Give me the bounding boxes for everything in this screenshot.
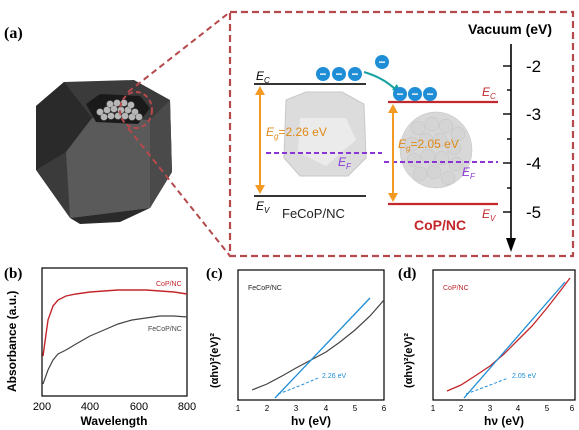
panel-c-label: (c) [206,266,223,282]
fecop-ev-label: EV [256,199,270,215]
tick-neg3: -3 [526,105,541,124]
panel-b-ylabel: Absorbance (a.u.) [5,291,19,392]
series-fecop-tauc [251,299,385,391]
svg-text:−: − [351,67,358,81]
panel-c-xtick-6: 6 [382,404,387,413]
panel-d-frame [432,269,576,401]
panel-d-xtick-2: 2 [459,404,464,413]
zoom-line-bottom [127,127,231,257]
zoom-circle [119,91,153,129]
cop-ghost-particle [399,111,473,189]
tick-neg4: -4 [526,154,541,173]
cop-ec-label: EC [482,85,496,101]
panel-b-xtick-600: 600 [130,401,148,413]
panel-c-xlabel: hν (eV) [291,414,331,428]
svg-text:−: − [396,87,403,101]
panel-d-label: (d) [398,266,416,282]
panel-d-xlabel: hν (eV) [484,414,524,428]
panel-d-xtick-3: 3 [488,404,493,413]
svg-text:−: − [378,55,385,69]
fecop-ec-label: EC [256,69,270,85]
fecop-name: FeCoP/NC [282,206,345,221]
polyhedron-illustration [36,80,172,224]
fecop-ef-label: EF [338,155,352,171]
panel-b-frame [41,267,188,397]
svg-text:−: − [335,67,342,81]
electron-transfer: − [363,55,400,92]
panel-a-label: (a) [4,25,23,42]
panel-c-frame [237,269,385,401]
cop-eg-label: Eg=2.05 eV [398,137,459,153]
series-cop-absorbance [42,289,188,357]
panel-b-xlabel: Wavelength [81,414,148,428]
panel-b-xtick-400: 400 [81,401,99,413]
tick-neg2: -2 [526,57,541,76]
cop-gap-annotation: 2.05 eV [512,373,536,380]
fecop-ghost-polyhedron [283,91,367,177]
panel-c-xtick-4: 4 [324,404,329,413]
panel-d-xtick-5: 5 [545,404,550,413]
svg-text:−: − [319,67,326,81]
fecop-tauc-fit-line [274,297,371,399]
series-cop-tauc [446,277,571,392]
panel-d-ylabel: (αhν)²(eV)² [403,333,415,388]
fecop-eg-label: Eg=2.26 eV [266,125,327,141]
panel-c-xtick-2: 2 [265,404,270,413]
panel-c-xtick-5: 5 [353,404,358,413]
panel-c-ylabel: (αhν)²(eV)² [209,333,221,388]
energy-axis-arrowhead [506,238,516,252]
panel-d-legend: CoP/NC [443,285,469,292]
panel-b-legend-fecop: FeCoP/NC [148,326,182,333]
panel-b-label: (b) [4,266,22,282]
cop-gap-pointer [465,377,509,395]
energy-axis-ticks [503,65,511,213]
svg-text:−: − [426,87,433,101]
panel-c-xtick-1: 1 [236,404,241,413]
panel-d-xtick-1: 1 [431,404,436,413]
panel-d-xtick-6: 6 [570,404,575,413]
cop-ev-label: EV [482,207,496,223]
panel-c-legend: FeCoP/NC [248,285,282,292]
cop-ef-label: EF [462,165,476,181]
panel-b-xtick-800: 800 [178,401,196,413]
fecop-gap-annotation: 2.26 eV [322,373,346,380]
svg-text:−: − [411,87,418,101]
tick-neg5: -5 [526,203,541,222]
vacuum-label: Vacuum (eV) [468,21,552,37]
zoom-frame [228,10,575,258]
electrons-cop: − − − [393,87,437,101]
series-fecop-absorbance [42,315,188,385]
zoom-line-top [127,11,231,93]
electrons-fecop: − − − [316,67,362,81]
panel-d-xtick-4: 4 [516,404,521,413]
panel-b-legend-cop: CoP/NC [156,281,182,288]
fecop-gap-pointer [277,377,319,395]
cop-tauc-fit-line [463,281,566,399]
panel-c-xtick-3: 3 [294,404,299,413]
cop-name: CoP/NC [414,217,466,233]
panel-b-xtick-200: 200 [33,401,51,413]
nanoparticle-cluster [96,99,143,121]
